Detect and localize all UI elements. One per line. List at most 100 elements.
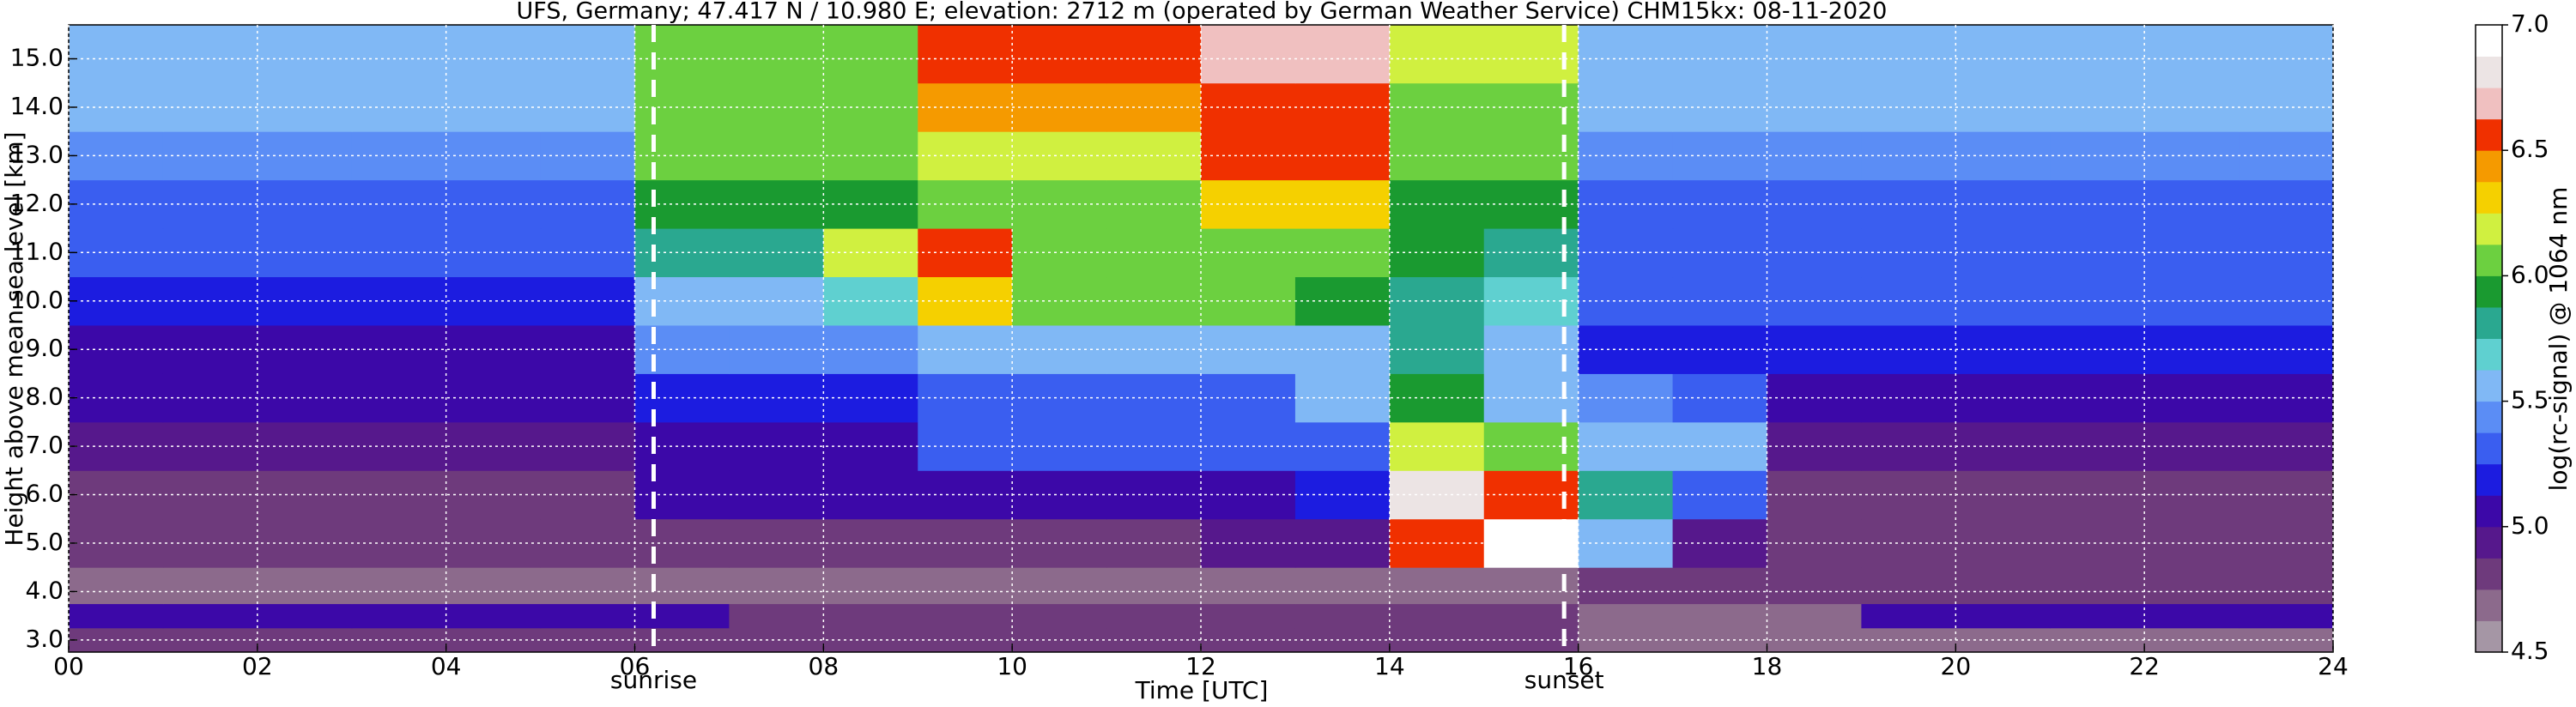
colorbar-frame (2475, 24, 2503, 653)
heatmap-cell (69, 603, 164, 629)
heatmap-cell (1012, 603, 1107, 629)
y-tick-label: 5.0 (25, 528, 64, 556)
y-tick-label: 9.0 (25, 334, 64, 362)
heatmap-cell (1389, 567, 1485, 605)
colorbar-band (2476, 558, 2502, 590)
heatmap-cell (69, 567, 164, 605)
heatmap-cell (1389, 25, 1485, 84)
heatmap-cell (351, 421, 447, 471)
heatmap-cell (445, 276, 542, 326)
heatmap-cell (1955, 25, 2051, 84)
heatmap-cell (1861, 603, 1956, 629)
colorbar-tick-label: 5.0 (2511, 511, 2549, 540)
heatmap-cell (1012, 25, 1107, 84)
heatmap-cell (351, 179, 447, 229)
heatmap-cell (1294, 567, 1391, 605)
colorbar-tick-label: 6.5 (2511, 135, 2549, 163)
heatmap-cell (445, 228, 542, 278)
heatmap-cell (1389, 470, 1485, 520)
heatmap-cell (1578, 567, 1674, 605)
x-tick-label: 24 (2318, 652, 2349, 680)
colorbar-tick-label: 7.0 (2511, 9, 2549, 38)
heatmap-cell (1106, 567, 1202, 605)
heatmap-cell (1389, 518, 1485, 568)
colorbar-band (2476, 306, 2502, 339)
y-tick-label: 7.0 (25, 431, 64, 459)
heatmap-cell (918, 567, 1013, 605)
heatmap-cell (351, 276, 447, 326)
heatmap-cell (1389, 131, 1485, 181)
heatmap-cell (2050, 603, 2145, 629)
heatmap-cell (1389, 179, 1485, 229)
colorbar-band (2476, 118, 2502, 151)
y-tick-label: 12.0 (10, 189, 64, 217)
heatmap-cell (351, 373, 447, 423)
colorbar-band (2476, 213, 2502, 245)
x-tick-label: 12 (1185, 652, 1216, 680)
heatmap-cell (634, 25, 730, 84)
heatmap-cell (445, 82, 542, 132)
heatmap-cell (445, 421, 542, 471)
heatmap-cell (1672, 567, 1767, 605)
heatmap-cell (445, 603, 542, 629)
heatmap-cell (445, 25, 542, 84)
y-tick-label: 14.0 (10, 92, 64, 120)
heatmap-cell (351, 228, 447, 278)
heatmap-cell (445, 567, 542, 605)
colorbar-band (2476, 526, 2502, 559)
heatmap-cell (1106, 603, 1202, 629)
heatmap-cell (1955, 567, 2051, 605)
heatmap-cell (351, 567, 447, 605)
heatmap-cell (2144, 603, 2240, 629)
colorbar-tick-label: 6.0 (2511, 260, 2549, 288)
heatmap-cell (634, 603, 730, 629)
heatmap-cell (257, 567, 353, 605)
x-tick-label: 10 (997, 652, 1027, 680)
heatmap-cell (1389, 603, 1485, 629)
heatmap-cell (1012, 567, 1107, 605)
chart-title: UFS, Germany; 47.417 N / 10.980 E; eleva… (517, 0, 1888, 25)
heatmap-cell (351, 627, 447, 653)
colorbar-band (2476, 275, 2502, 308)
heatmap-cell (1294, 25, 1391, 84)
heatmap-cell (1672, 25, 1767, 84)
heatmap-cell (2050, 567, 2145, 605)
heatmap-cell (1201, 567, 1296, 605)
heatmap-cell (162, 603, 258, 629)
heatmap-cell (445, 324, 542, 374)
heatmap-cell (351, 25, 447, 84)
heatmap-cell (1767, 567, 1862, 605)
heatmap-cell (634, 567, 730, 605)
y-tick-label: 6.0 (25, 480, 64, 508)
heatmap-cell (1201, 25, 1296, 84)
heatmap-cell (2239, 567, 2334, 605)
y-tick-label: 10.0 (10, 286, 64, 314)
heatmap-cell (445, 518, 542, 568)
colorbar-band (2476, 370, 2502, 402)
heatmap-cell (2239, 603, 2334, 629)
x-tick-label: 14 (1374, 652, 1405, 680)
annotation-label: sunset (1524, 666, 1604, 694)
heatmap-cell (1389, 276, 1485, 326)
heatmap-cell (162, 567, 258, 605)
heatmap-cell (823, 567, 918, 605)
heatmap-cell (1578, 25, 1674, 84)
x-tick-label: 00 (53, 652, 84, 680)
heatmap-cell (729, 567, 824, 605)
heatmap-cell (918, 603, 1013, 629)
x-tick-label: 04 (431, 652, 462, 680)
heatmap-cell (257, 603, 353, 629)
heatmap-cell (1389, 324, 1485, 374)
heatmap-cell (729, 603, 824, 629)
heatmap-cell (445, 627, 542, 653)
heatmap-cell (351, 470, 447, 520)
heatmap-cell (351, 324, 447, 374)
heatmap-cell (445, 373, 542, 423)
heatmap-cell (445, 179, 542, 229)
colorbar-band (2476, 25, 2502, 57)
colorbar-band (2476, 150, 2502, 183)
heatmap-cell (1861, 25, 1956, 84)
heatmap-cell (1294, 603, 1391, 629)
